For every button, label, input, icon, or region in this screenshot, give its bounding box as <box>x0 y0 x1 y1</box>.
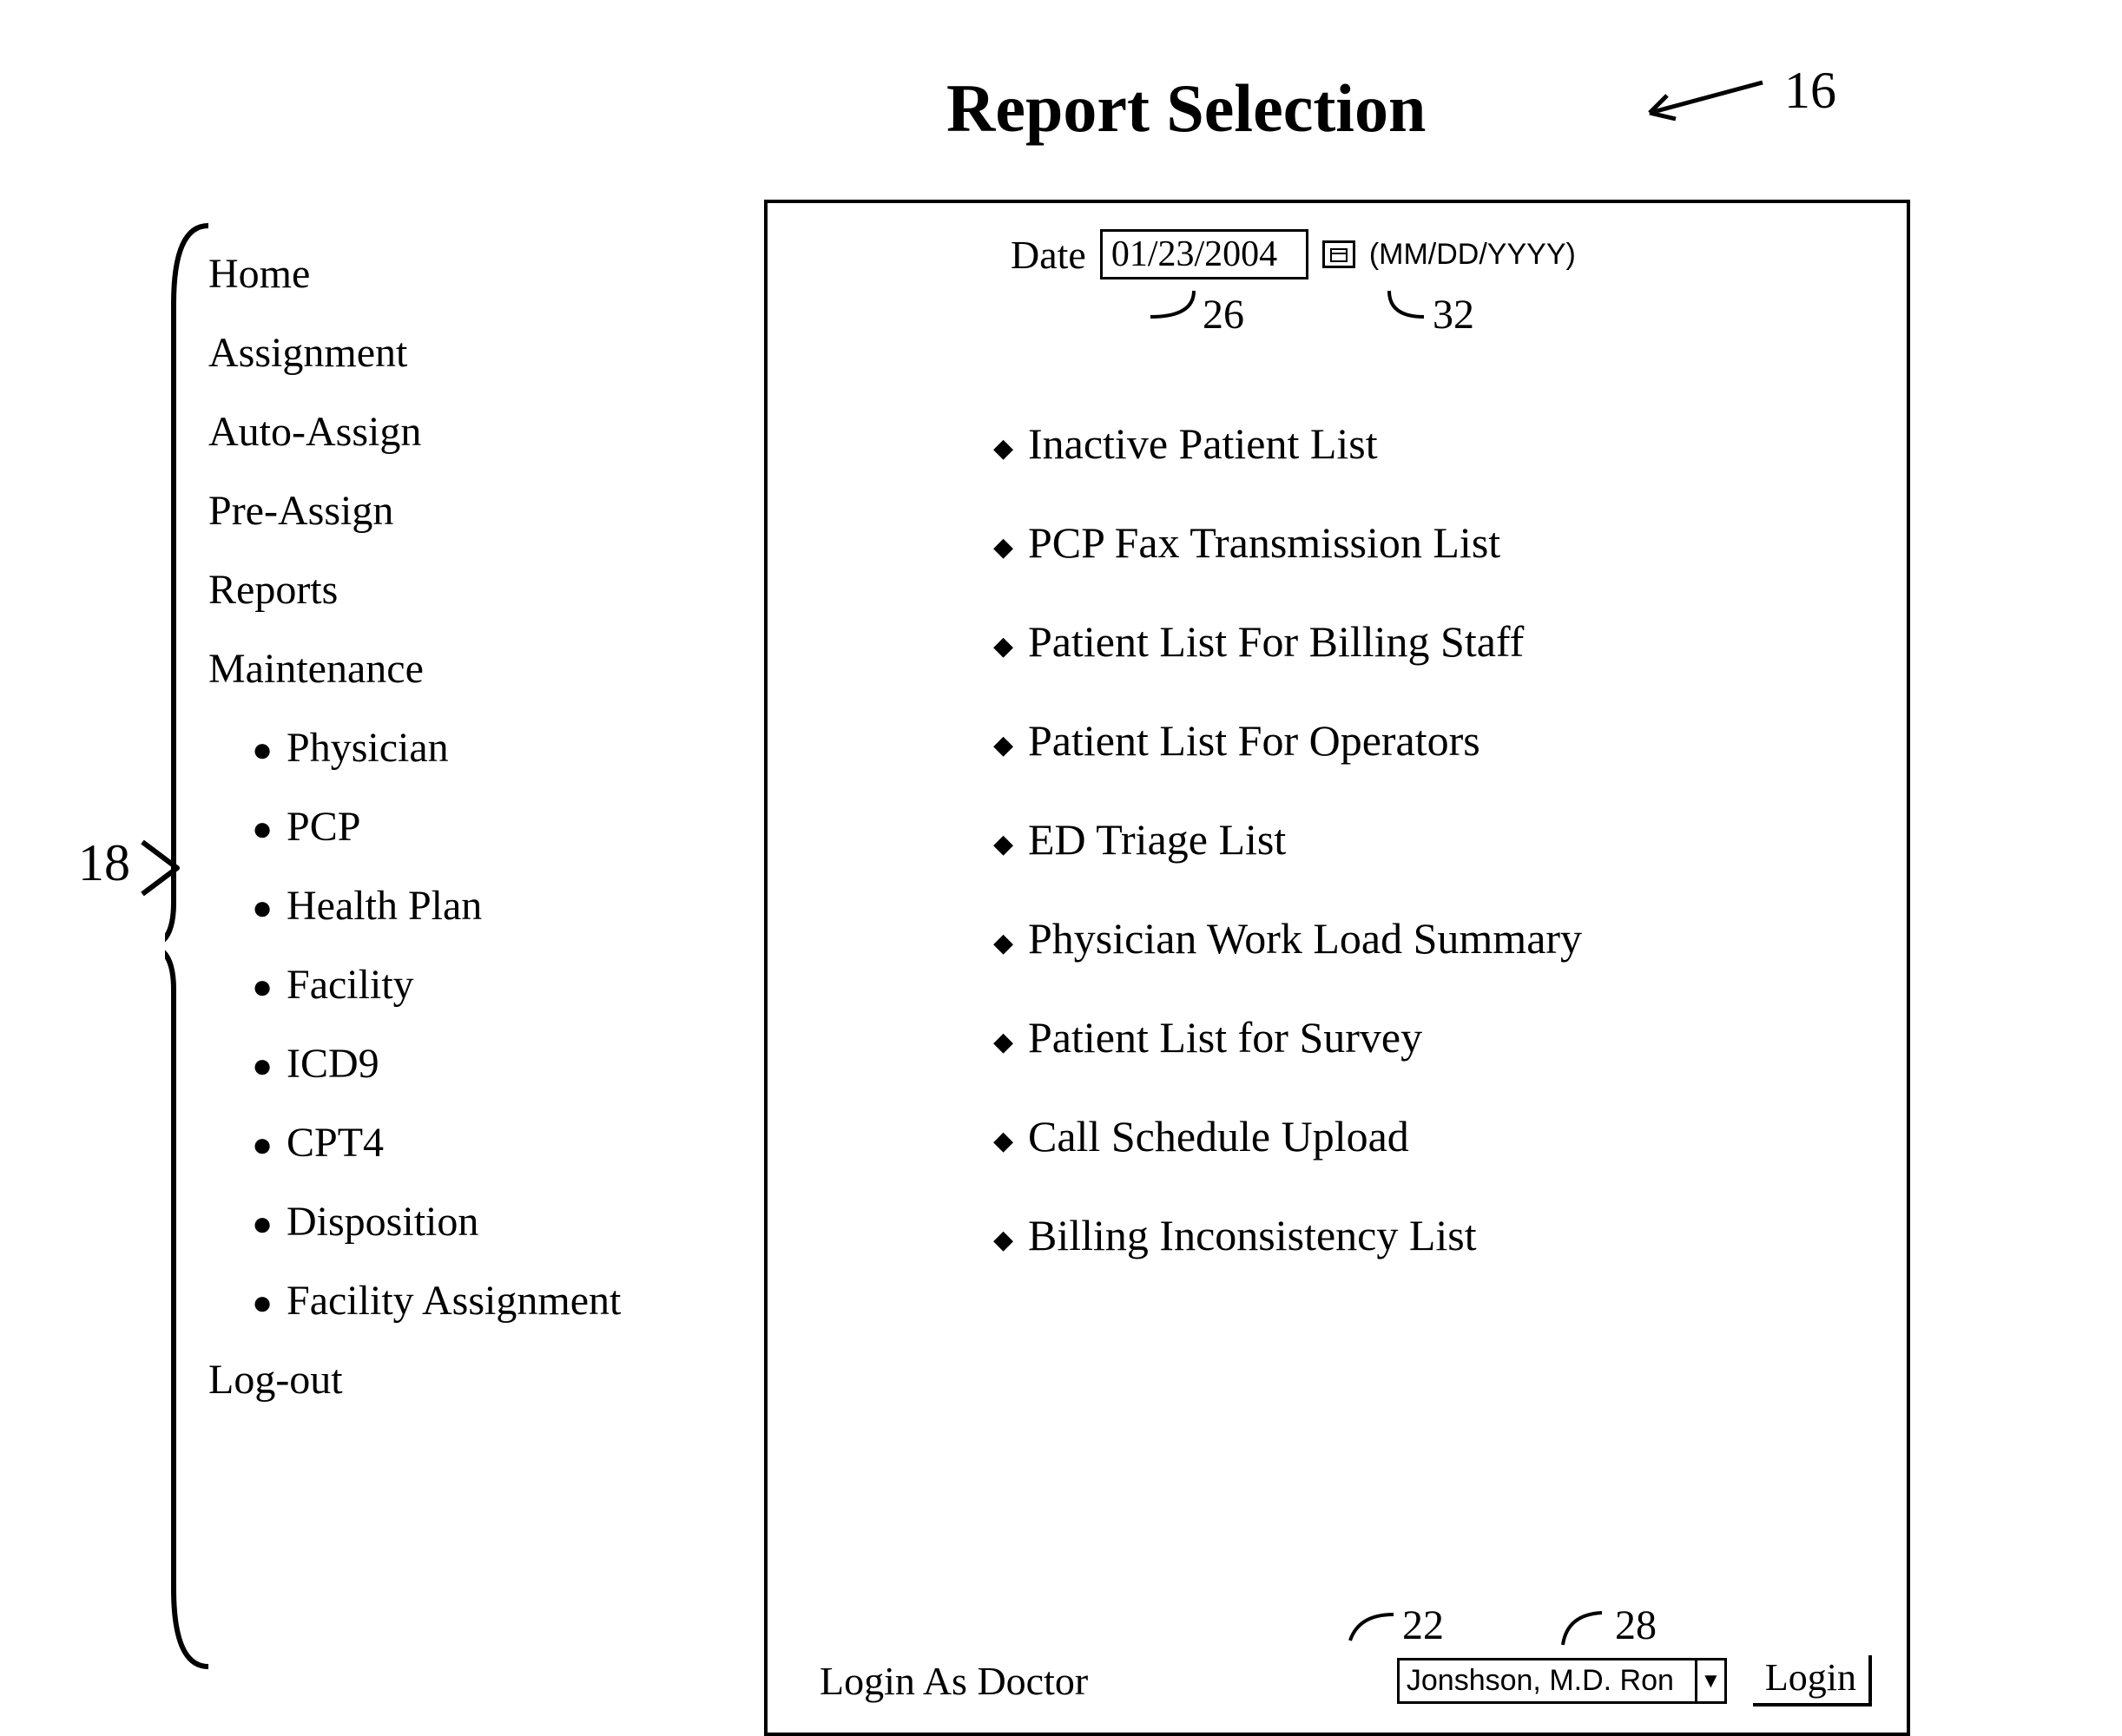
sidebar-subitem-cpt4[interactable]: CPT4 <box>208 1103 695 1182</box>
sidebar-item-reports[interactable]: Reports <box>208 550 695 629</box>
annotation-16-label: 16 <box>1784 62 1836 119</box>
chevron-down-icon[interactable]: ▼ <box>1695 1660 1724 1701</box>
annotation-28-label: 28 <box>1615 1602 1657 1648</box>
sidebar-subitem-health-plan[interactable]: Health Plan <box>208 866 695 945</box>
sidebar-subitem-disposition[interactable]: Disposition <box>208 1182 695 1261</box>
report-panel: Date 01/23/2004 (MM/DD/YYYY) Inactive Pa… <box>764 200 1910 1736</box>
login-row: Login As Doctor Jonshson, M.D. Ron ▼ Log… <box>820 1655 1872 1706</box>
login-as-doctor-label: Login As Doctor <box>820 1658 1088 1704</box>
report-patient-list-billing-staff[interactable]: Patient List For Billing Staff <box>993 592 1582 691</box>
page-title: Report Selection <box>946 69 1426 148</box>
date-format-hint: (MM/DD/YYYY) <box>1369 238 1576 272</box>
sidebar-item-auto-assign[interactable]: Auto-Assign <box>208 392 695 471</box>
annotation-28: 28 <box>1554 1601 1657 1649</box>
doctor-select-value: Jonshson, M.D. Ron <box>1400 1660 1695 1701</box>
sidebar-item-maintenance[interactable]: Maintenance <box>208 629 695 708</box>
annotation-26-label: 26 <box>1203 292 1244 338</box>
report-patient-list-operators[interactable]: Patient List For Operators <box>993 691 1582 790</box>
sidebar-item-assignment[interactable]: Assignment <box>208 313 695 392</box>
sidebar-subitem-icd9[interactable]: ICD9 <box>208 1024 695 1103</box>
annotation-26: 26 <box>1133 291 1244 339</box>
calendar-icon[interactable] <box>1322 240 1355 268</box>
annotation-18-label: 18 <box>78 834 130 891</box>
report-physician-work-load-summary[interactable]: Physician Work Load Summary <box>993 889 1582 988</box>
doctor-select[interactable]: Jonshson, M.D. Ron ▼ <box>1397 1658 1727 1704</box>
annotation-32-label: 32 <box>1433 292 1474 338</box>
sidebar-item-home[interactable]: Home <box>208 234 695 313</box>
report-ed-triage-list[interactable]: ED Triage List <box>993 790 1582 889</box>
annotation-22: 22 <box>1341 1601 1444 1649</box>
report-patient-list-survey[interactable]: Patient List for Survey <box>993 988 1582 1087</box>
annotation-16: 16 <box>1632 61 1836 126</box>
sidebar-subitem-facility[interactable]: Facility <box>208 945 695 1024</box>
report-pcp-fax-transmission-list[interactable]: PCP Fax Transmission List <box>993 493 1582 592</box>
annotation-32: 32 <box>1381 291 1474 339</box>
date-row: Date 01/23/2004 (MM/DD/YYYY) <box>1011 229 1576 279</box>
date-label: Date <box>1011 232 1086 278</box>
report-billing-inconsistency-list[interactable]: Billing Inconsistency List <box>993 1186 1582 1285</box>
sidebar-subitem-pcp[interactable]: PCP <box>208 787 695 866</box>
annotation-22-label: 22 <box>1402 1602 1444 1648</box>
sidebar-subitem-physician[interactable]: Physician <box>208 708 695 787</box>
sidebar-item-pre-assign[interactable]: Pre-Assign <box>208 471 695 550</box>
sidebar-item-logout[interactable]: Log-out <box>208 1340 695 1419</box>
report-list: Inactive Patient List PCP Fax Transmissi… <box>993 394 1582 1285</box>
date-input[interactable]: 01/23/2004 <box>1100 229 1308 279</box>
sidebar-subitem-facility-assignment[interactable]: Facility Assignment <box>208 1261 695 1340</box>
sidebar: Home Assignment Auto-Assign Pre-Assign R… <box>208 234 695 1419</box>
report-call-schedule-upload[interactable]: Call Schedule Upload <box>993 1087 1582 1186</box>
login-button[interactable]: Login <box>1753 1655 1872 1706</box>
report-inactive-patient-list[interactable]: Inactive Patient List <box>993 394 1582 493</box>
